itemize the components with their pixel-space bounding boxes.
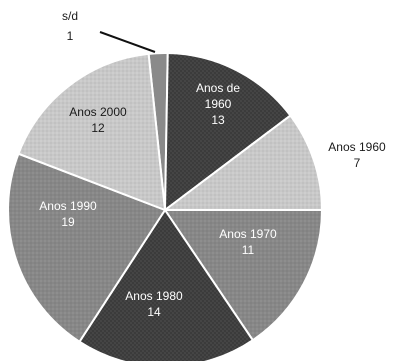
slice-category-label: Anos de [196, 81, 240, 95]
slice-category-label: Anos 1980 [125, 289, 183, 303]
pie-slices [7, 52, 324, 361]
slice-value-label: 14 [147, 305, 161, 319]
slice-value-label: 7 [354, 156, 361, 170]
slice-category-label: Anos 1970 [219, 227, 277, 241]
slice-category-label: Anos 2000 [69, 105, 127, 119]
slice-category-label: Anos 1960 [328, 140, 386, 154]
pie-slice-anos-1960 [162, 114, 324, 211]
slice-value-label: 12 [91, 121, 105, 135]
pie-slice-anos-1970 [163, 209, 324, 342]
pie-slice-anos-1980 [78, 208, 255, 361]
slice-value-label: 13 [211, 113, 225, 127]
slice-category-label: s/d [62, 9, 78, 23]
slice-category-label: Anos 1990 [39, 199, 97, 213]
pie-slice-anos-2000 [17, 52, 167, 212]
pie-slice-anos-de-1960 [163, 52, 292, 213]
slice-value-label: 11 [242, 243, 255, 257]
slice-value-label: 1 [67, 29, 74, 43]
pie-labels: s/d 1 Anos de 1960 13 Anos 1960 7 Anos 1970 11 An… [39, 9, 386, 319]
slice-value-label: 19 [61, 215, 75, 229]
leader-line [99, 31, 156, 53]
slice-category-label: 1960 [205, 97, 232, 111]
pie-slice-anos-1990 [7, 152, 167, 344]
